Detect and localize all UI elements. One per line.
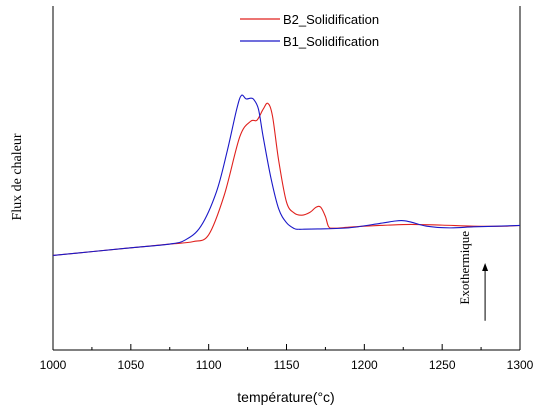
- series-line-b1-solidification: [52, 94, 521, 256]
- annotation: Exothermique: [457, 231, 489, 321]
- x-tick-label: 1100: [196, 358, 222, 372]
- x-axis-title: température(°c): [237, 389, 334, 405]
- legend-label: B2_Solidification: [283, 12, 379, 27]
- series-line-b2-solidification: [52, 102, 521, 256]
- legend-label: B1_Solidification: [283, 34, 379, 49]
- x-tick-label: 1000: [40, 358, 67, 372]
- plot-frame: [52, 6, 521, 351]
- x-axis-ticks: [52, 344, 521, 350]
- x-axis-tick-labels: 1000 1050 1100 1150 1200 1250 1300: [40, 358, 534, 372]
- legend: B2_Solidification B1_Solidification: [240, 12, 379, 49]
- exothermic-arrow-head: [482, 263, 489, 271]
- x-tick-label: 1050: [117, 358, 144, 372]
- x-tick-label: 1200: [351, 358, 378, 372]
- exothermic-label: Exothermique: [457, 231, 472, 305]
- y-axis-title: Flux de chaleur: [10, 133, 25, 220]
- x-tick-label: 1250: [429, 358, 456, 372]
- x-tick-label: 1150: [274, 358, 300, 372]
- x-tick-label: 1300: [507, 358, 534, 372]
- series-layer: [52, 94, 521, 256]
